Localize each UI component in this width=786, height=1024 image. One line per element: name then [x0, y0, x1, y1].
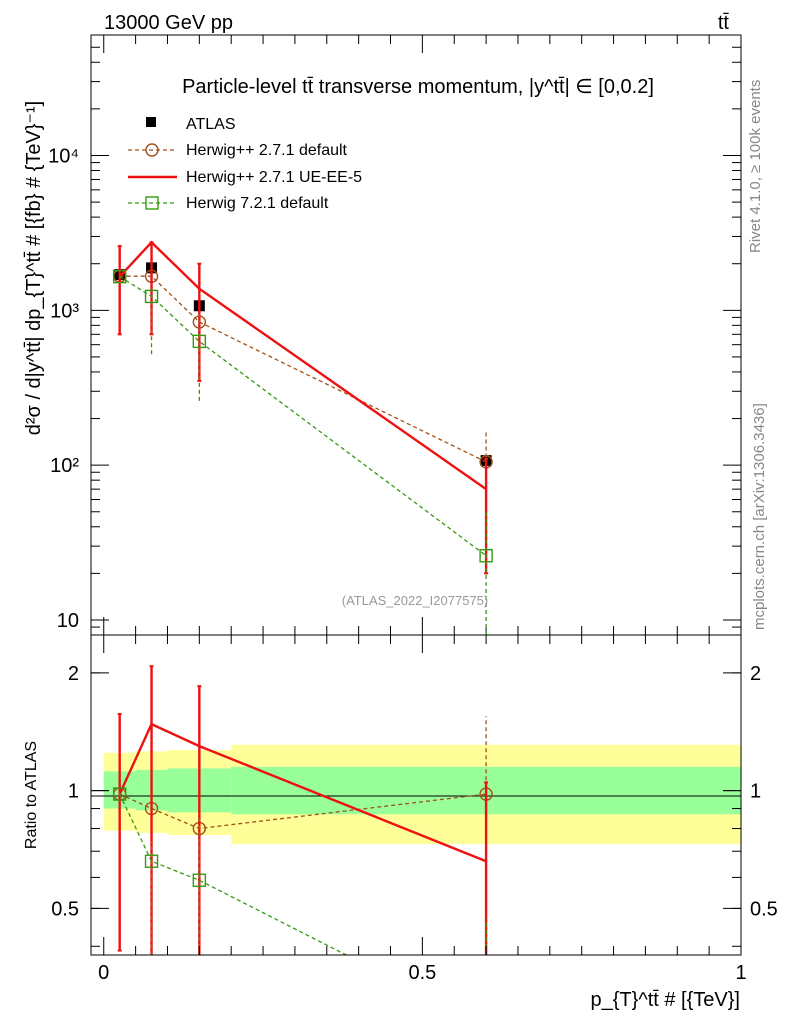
main-marks	[112, 240, 493, 635]
legend: ATLAS Herwig++ 2.7.1 default Herwig++ 2.…	[128, 116, 362, 212]
main-marker-herwig72	[112, 269, 127, 284]
main-marker-herwig72	[144, 289, 159, 304]
main-axis-ticks: 10 10² 10³ 10⁴	[48, 34, 742, 636]
legend-label-herwig-default: Herwig++ 2.7.1 default	[186, 142, 348, 159]
ratio-tick-label: 1	[68, 781, 79, 803]
main-line-herwig72	[119, 276, 487, 557]
legend-label-herwig72: Herwig 7.2.1 default	[186, 195, 329, 212]
main-line-herwig-ueee5	[118, 240, 487, 491]
ratio-marker-herwig72	[144, 854, 159, 868]
ratio-tick-label: 0.5	[51, 898, 79, 920]
ratio-marker-herwig72	[192, 873, 207, 887]
main-tick-label: 10	[57, 610, 79, 632]
main-tick-label: 10³	[50, 300, 79, 322]
ratio-marks	[112, 665, 493, 956]
main-panel: 10 10² 10³ 10⁴ Particle-level tt̄ transvers…	[23, 34, 742, 636]
ratio-axis-ticks: 0.5 0.5 1 1 2 2 0 0.5 1	[51, 635, 778, 984]
ratio-frame	[90, 634, 742, 956]
legend-label-atlas: ATLAS	[186, 116, 236, 133]
main-marker-herwig72	[479, 549, 493, 563]
x-tick-label: 0.5	[408, 962, 436, 984]
ratio-marker-herwig72	[112, 787, 127, 801]
legend-marker-herwig-default	[145, 143, 159, 157]
ratio-line-herwig72	[119, 793, 347, 956]
process-label: tt̄	[718, 12, 730, 34]
ratio-tick-label: 2	[68, 663, 79, 685]
ratio-tick-label-right: 1	[750, 781, 761, 803]
y-axis-label: d²σ / d|y^tt̄| dp_{T}^tt̄ # [{fb} # {TeV…	[23, 101, 45, 435]
legend-marker-herwig72	[145, 196, 159, 210]
ratio-tick-label-right: 2	[750, 663, 761, 685]
ratio-tick-label-right: 0.5	[750, 898, 778, 920]
legend-label-herwig-ueee5: Herwig++ 2.7.1 UE-EE-5	[186, 169, 362, 186]
main-tick-label: 10²	[50, 455, 79, 477]
main-line-herwig-default	[119, 275, 487, 463]
mcplots-label: mcplots.cern.ch [arXiv:1306.3436]	[751, 403, 768, 630]
legend-marker-atlas	[146, 117, 156, 127]
main-tick-label: 10⁴	[48, 145, 79, 167]
ratio-line-herwig-default	[119, 793, 487, 830]
main-marker-herwig72	[192, 334, 207, 349]
x-tick-label: 0	[98, 962, 109, 984]
chart-title: Particle-level tt̄ transverse momentum, …	[182, 76, 654, 98]
x-tick-label: 1	[735, 962, 746, 984]
ratio-line-herwig-ueee5	[118, 722, 487, 863]
x-axis-label: p_{T}^tt̄ # [{TeV}]	[591, 989, 741, 1011]
ratio-y-axis-label: Ratio to ATLAS	[23, 741, 40, 849]
rivet-label: Rivet 4.1.0, ≥ 100k events	[747, 80, 764, 253]
energy-label: 13000 GeV pp	[104, 12, 233, 34]
watermark: (ATLAS_2022_I2077575)	[342, 593, 488, 608]
ratio-panel: 0.5 0.5 1 1 2 2 0 0.5 1 Ratio to ATLAS	[23, 634, 778, 984]
